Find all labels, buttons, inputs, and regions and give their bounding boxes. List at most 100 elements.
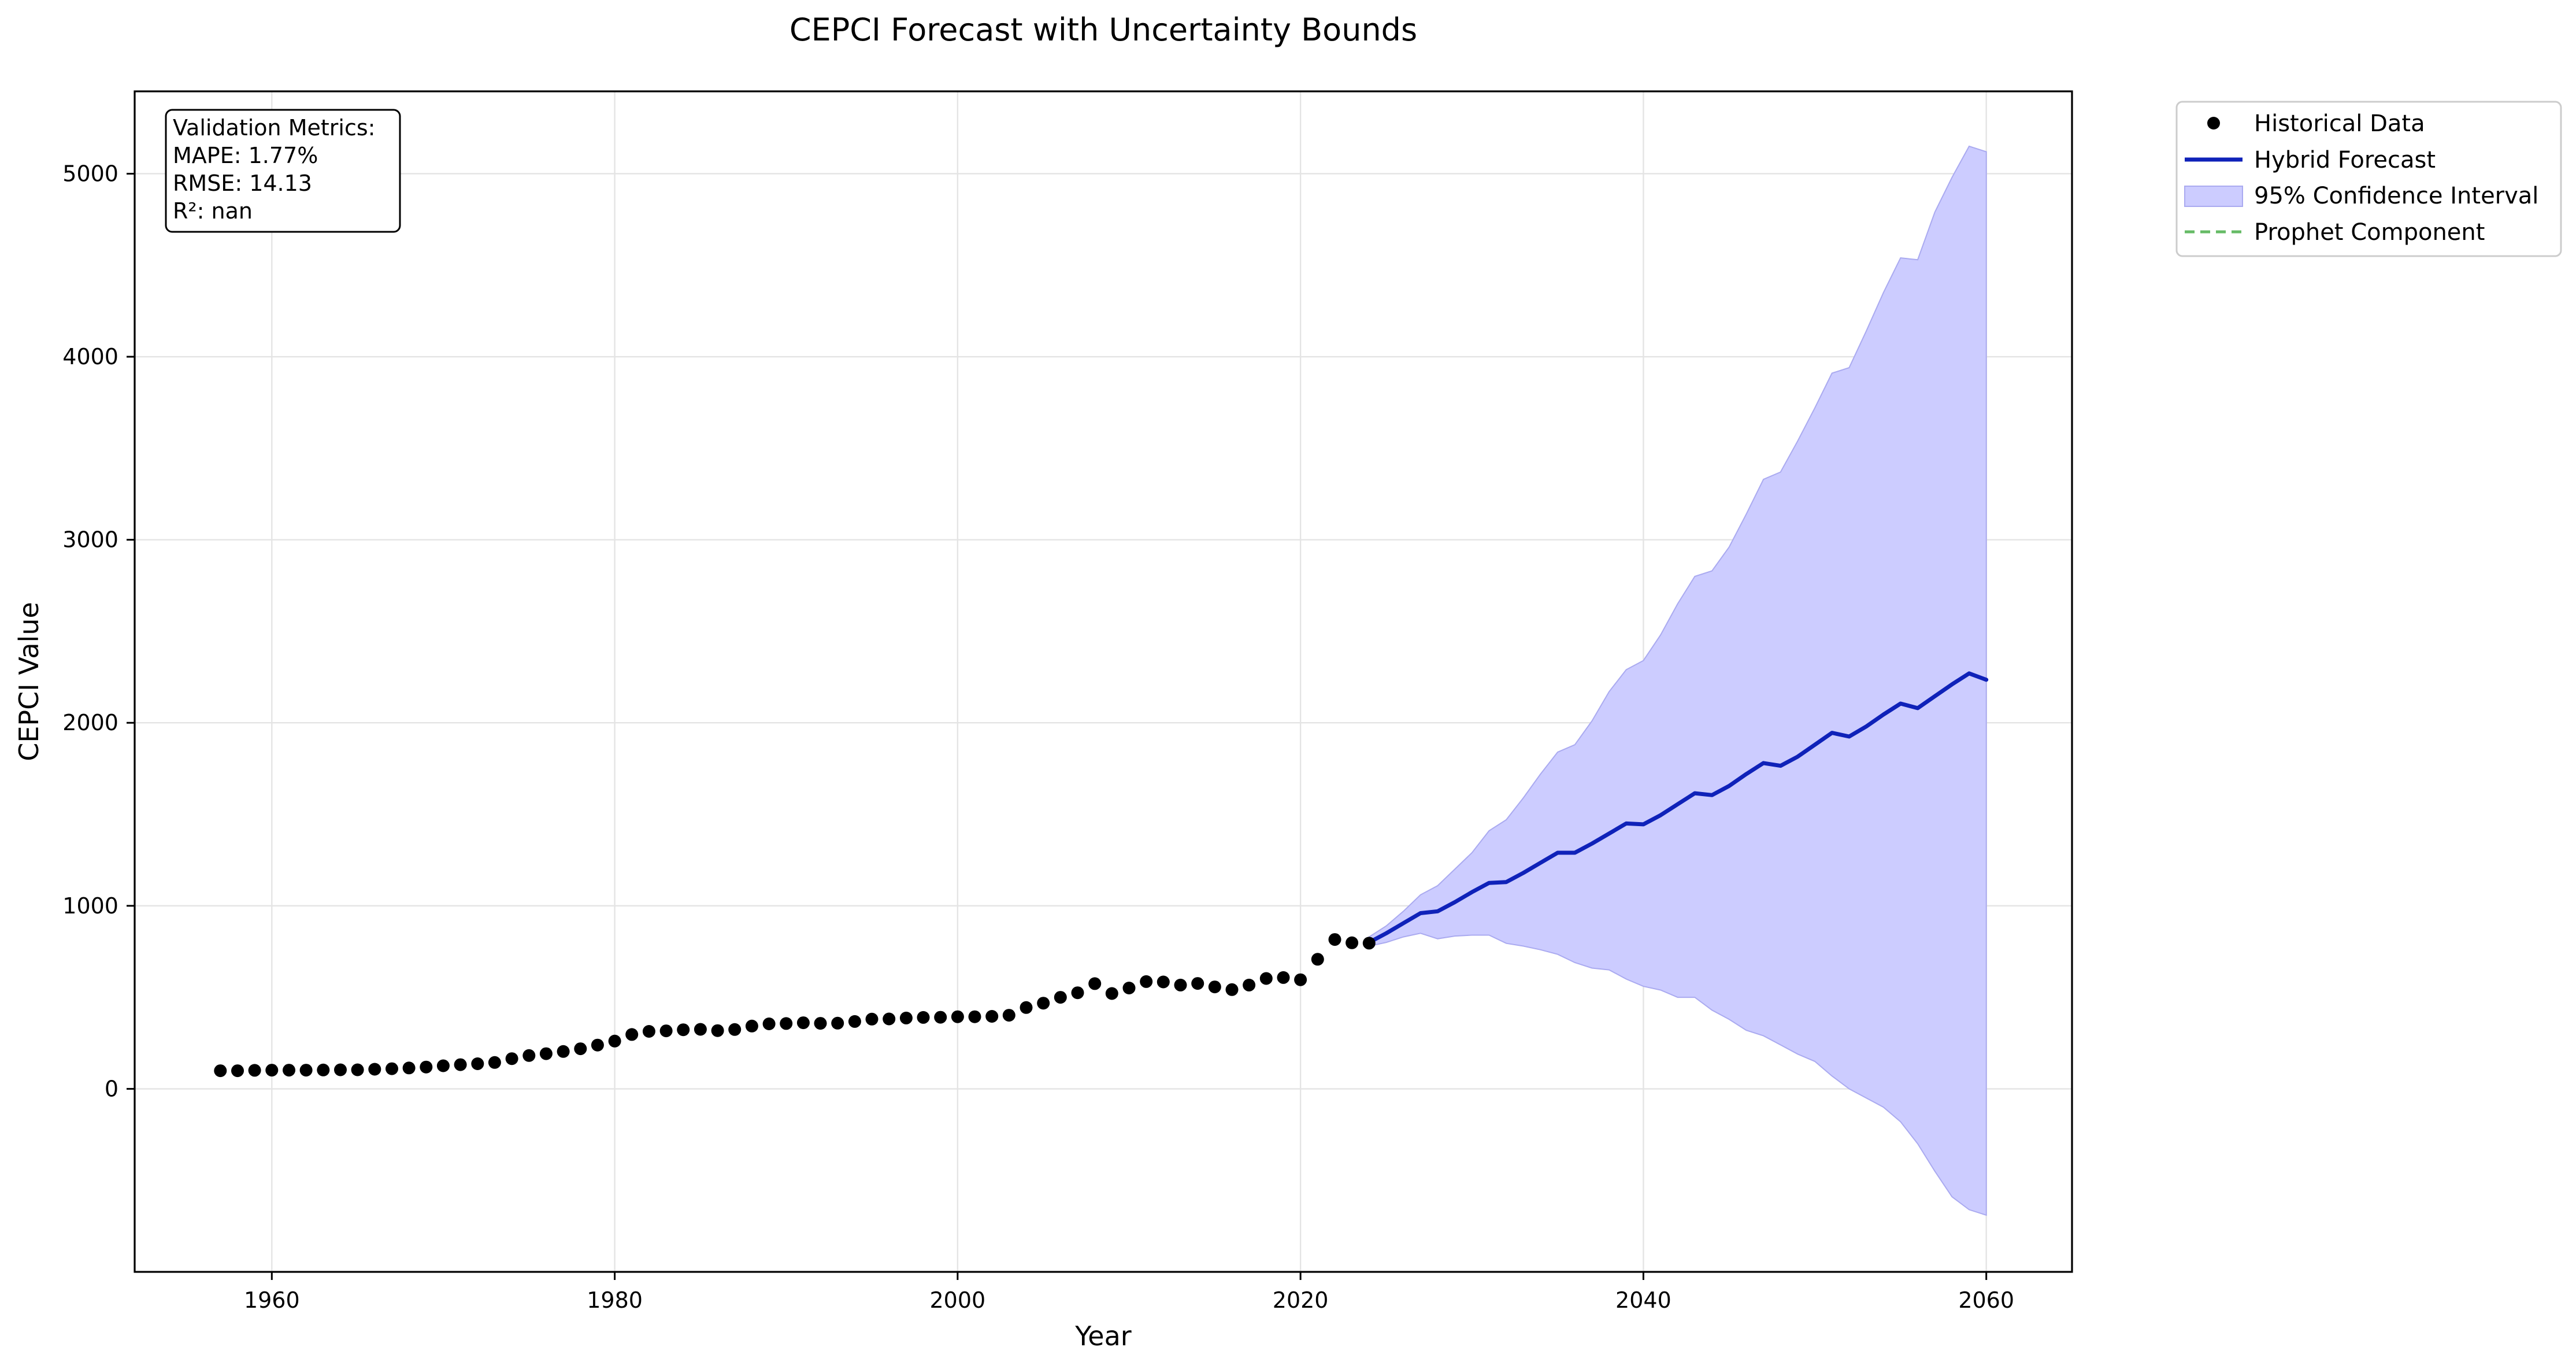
legend-swatch-confidence: [2184, 186, 2243, 207]
historical-point: [386, 1062, 398, 1075]
x-tick-label: 1980: [587, 1287, 643, 1313]
historical-point: [248, 1064, 261, 1077]
y-tick-label: 0: [105, 1076, 118, 1101]
y-tick-label: 2000: [62, 710, 118, 735]
historical-point: [557, 1045, 570, 1058]
historical-point: [1191, 977, 1204, 990]
historical-point: [283, 1064, 295, 1077]
historical-point: [1071, 986, 1084, 1000]
y-tick-label: 5000: [62, 161, 118, 186]
legend-label: 95% Confidence Interval: [2254, 183, 2538, 209]
historical-point: [934, 1011, 947, 1024]
historical-point: [865, 1012, 879, 1026]
historical-point: [1294, 973, 1307, 986]
historical-point: [985, 1010, 999, 1023]
plot-frame: [134, 90, 2073, 1273]
historical-point: [1105, 987, 1118, 1000]
legend-label: Historical Data: [2254, 110, 2425, 137]
chart-title: CEPCI Forecast with Uncertainty Bounds: [790, 12, 1417, 48]
historical-point: [899, 1011, 913, 1024]
historical-point: [1157, 975, 1170, 989]
legend-label: Prophet Component: [2254, 219, 2485, 246]
metrics-box-frame: [165, 109, 401, 233]
historical-point: [1259, 972, 1273, 985]
historical-point: [677, 1023, 690, 1037]
historical-point: [1311, 953, 1324, 966]
y-tick-label: 3000: [62, 527, 118, 553]
historical-point: [1243, 978, 1256, 991]
historical-point: [625, 1028, 639, 1041]
historical-point: [831, 1016, 844, 1030]
metrics-line: MAPE: 1.77%: [173, 143, 318, 168]
historical-point: [488, 1056, 501, 1069]
historical-point: [608, 1034, 621, 1048]
historical-point: [1208, 980, 1221, 994]
historical-point: [917, 1011, 930, 1024]
historical-point: [334, 1063, 347, 1076]
legend-label: Hybrid Forecast: [2254, 147, 2436, 173]
x-tick-label: 2060: [1958, 1287, 2014, 1313]
historical-point: [694, 1023, 707, 1036]
historical-point: [505, 1052, 518, 1065]
y-tick-label: 4000: [62, 344, 118, 369]
y-axis-label: CEPCI Value: [13, 602, 45, 761]
historical-point: [1037, 997, 1050, 1010]
x-tick-label: 1960: [244, 1287, 300, 1313]
historical-point: [762, 1018, 776, 1030]
historical-point: [1088, 977, 1102, 990]
historical-point: [814, 1017, 827, 1030]
historical-point: [454, 1058, 467, 1071]
confidence-band: [1368, 145, 1987, 1216]
historical-point: [1346, 936, 1359, 949]
historical-point: [471, 1057, 484, 1070]
historical-point: [299, 1064, 313, 1077]
metrics-line: R²: nan: [173, 198, 253, 224]
historical-point: [539, 1047, 553, 1060]
historical-point: [848, 1015, 861, 1028]
historical-point: [796, 1016, 810, 1030]
y-ticks: 0 1000 2000 3000 4000 5000: [62, 161, 135, 1101]
historical-point: [436, 1059, 450, 1072]
historical-point: [574, 1042, 587, 1056]
historical-point: [642, 1025, 655, 1038]
historical-point: [780, 1017, 793, 1030]
historical-point: [1174, 978, 1187, 991]
historical-point: [1140, 975, 1153, 988]
historical-point: [591, 1038, 604, 1052]
historical-point: [402, 1061, 416, 1075]
x-axis-label: Year: [1074, 1320, 1131, 1352]
historical-point: [1328, 933, 1341, 946]
historical-point: [351, 1063, 364, 1076]
historical-point: [968, 1010, 981, 1023]
historical-point: [214, 1064, 227, 1078]
historical-point: [659, 1024, 673, 1038]
historical-points-layer: [214, 933, 1376, 1078]
x-tick-label: 2000: [929, 1287, 985, 1313]
historical-point: [1277, 971, 1290, 984]
historical-point: [883, 1012, 896, 1026]
historical-point: [1020, 1001, 1033, 1014]
historical-point: [1054, 991, 1067, 1004]
historical-point: [711, 1024, 724, 1037]
historical-point: [728, 1023, 742, 1036]
historical-point: [1362, 937, 1376, 950]
historical-point: [522, 1049, 536, 1062]
historical-point: [317, 1063, 330, 1076]
metrics-line: Validation Metrics:: [173, 115, 375, 140]
legend: Historical Data Hybrid Forecast 95% Conf…: [2175, 101, 2562, 257]
confidence-band-layer: [1368, 145, 1987, 1216]
metrics-line: RMSE: 14.13: [173, 171, 312, 196]
forecast-line: [1367, 671, 1989, 945]
x-ticks: 1960 1980 2000 2020 2040 2060: [244, 1272, 2014, 1313]
y-tick-label: 1000: [62, 893, 118, 919]
historical-point: [231, 1064, 244, 1078]
historical-point: [1122, 982, 1136, 994]
historical-point: [265, 1064, 279, 1077]
legend-frame: [2175, 101, 2562, 257]
legend-marker-historical: [2207, 117, 2220, 130]
historical-point: [420, 1060, 433, 1074]
historical-point: [1002, 1009, 1015, 1022]
